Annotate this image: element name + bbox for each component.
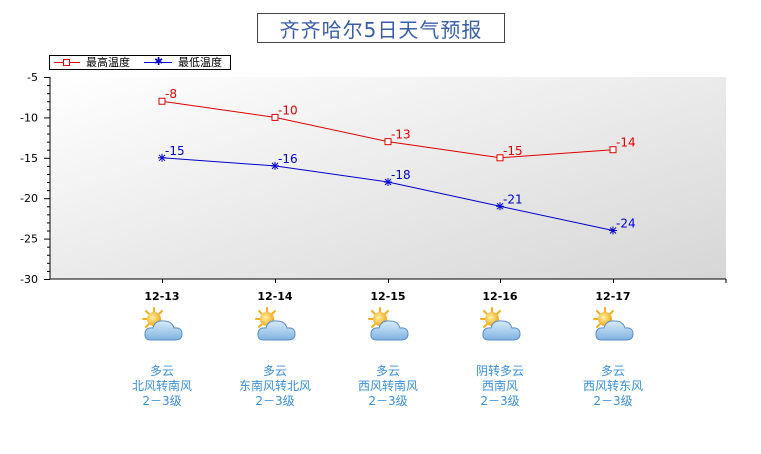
chart-title: 齐齐哈尔5日天气预报 — [257, 13, 505, 43]
data-point-low — [496, 202, 504, 211]
data-point-high — [496, 154, 504, 162]
data-label: -16 — [278, 152, 298, 166]
data-point-low — [609, 226, 617, 235]
forecast-day: 多云 西风转南风 2－3级 — [333, 306, 443, 409]
weather-desc: 阴转多云 — [475, 364, 524, 378]
partly-cloudy-icon — [480, 307, 521, 341]
wind-desc: 西风转南风 — [357, 379, 418, 393]
wind-desc: 东南风转北风 — [238, 379, 311, 393]
data-point-low — [158, 153, 166, 162]
forecast-day: 多云 东南风转北风 2－3级 — [220, 306, 330, 409]
forecast-text: 阴转多云 西南风 2－3级 — [445, 364, 555, 409]
data-label: -24 — [616, 217, 636, 231]
data-label: -21 — [503, 192, 523, 206]
x-tick-label: 12-17 — [595, 290, 630, 303]
legend-line-low — [144, 62, 172, 63]
asterisk-marker-icon: ✱ — [154, 55, 164, 68]
forecast-text: 多云 西风转南风 2－3级 — [333, 364, 443, 409]
x-tick-label: 12-16 — [482, 290, 518, 303]
x-tick-label: 12-13 — [144, 290, 179, 303]
square-marker-icon — [63, 59, 70, 66]
weather-desc: 多云 — [149, 364, 174, 378]
weather-desc: 多云 — [600, 364, 625, 378]
wind-level: 2－3级 — [142, 394, 182, 408]
asterisk-stroke — [384, 178, 392, 186]
forecast-day: 多云 西风转东风 2－3级 — [558, 306, 668, 409]
wind-desc: 西风转东风 — [582, 379, 643, 393]
asterisk-stroke — [158, 154, 166, 162]
y-tick-label: -5 — [27, 71, 38, 84]
wind-level: 2－3级 — [368, 394, 408, 408]
data-label: -15 — [165, 144, 185, 158]
data-point-high — [158, 97, 166, 105]
plot-area — [50, 77, 726, 279]
data-label: -13 — [391, 128, 411, 142]
partly-cloudy-icon — [368, 307, 409, 341]
legend: 最高温度 ✱ 最低温度 — [49, 55, 231, 70]
legend-label-high: 最高温度 — [86, 56, 130, 69]
wind-desc: 北风转南风 — [131, 379, 192, 393]
forecast-day: 多云 北风转南风 2－3级 — [107, 306, 217, 409]
data-point-high — [384, 138, 392, 146]
data-label: -14 — [616, 136, 636, 150]
x-tick-label: 12-15 — [370, 290, 405, 303]
forecast-text: 多云 北风转南风 2－3级 — [107, 364, 217, 409]
wind-level: 2－3级 — [480, 394, 520, 408]
wind-desc: 西南风 — [481, 379, 518, 393]
wind-level: 2－3级 — [593, 394, 633, 408]
forecast-text: 多云 东南风转北风 2－3级 — [220, 364, 330, 409]
y-tick-label: -30 — [20, 273, 38, 286]
data-point-high — [609, 146, 617, 154]
asterisk-stroke — [271, 162, 279, 170]
data-label: -18 — [391, 168, 411, 182]
data-label: -15 — [503, 144, 523, 158]
y-tick-label: -10 — [20, 111, 38, 124]
asterisk-stroke — [496, 202, 504, 210]
data-point-low — [271, 161, 279, 170]
legend-label-low: 最低温度 — [178, 56, 222, 69]
y-tick-label: -15 — [20, 152, 38, 165]
data-label: -10 — [278, 103, 298, 117]
forecast-text: 多云 西风转东风 2－3级 — [558, 364, 668, 409]
wind-level: 2－3级 — [255, 394, 295, 408]
legend-item-high: 最高温度 — [52, 56, 132, 69]
legend-item-low: ✱ 最低温度 — [142, 55, 230, 69]
partly-cloudy-icon — [593, 307, 634, 341]
forecast-day: 阴转多云 西南风 2－3级 — [445, 306, 555, 409]
partly-cloudy-icon — [255, 307, 296, 341]
y-tick-label: -25 — [20, 233, 38, 246]
data-label: -8 — [165, 87, 177, 101]
chart-title-text: 齐齐哈尔5日天气预报 — [279, 17, 483, 42]
data-point-low — [384, 178, 392, 187]
partly-cloudy-icon — [142, 307, 183, 341]
weather-desc: 多云 — [375, 364, 400, 378]
x-tick-label: 12-14 — [257, 290, 293, 303]
data-point-high — [271, 113, 279, 121]
weather-desc: 多云 — [262, 364, 287, 378]
y-tick-label: -20 — [20, 192, 38, 205]
asterisk-stroke — [609, 227, 617, 234]
